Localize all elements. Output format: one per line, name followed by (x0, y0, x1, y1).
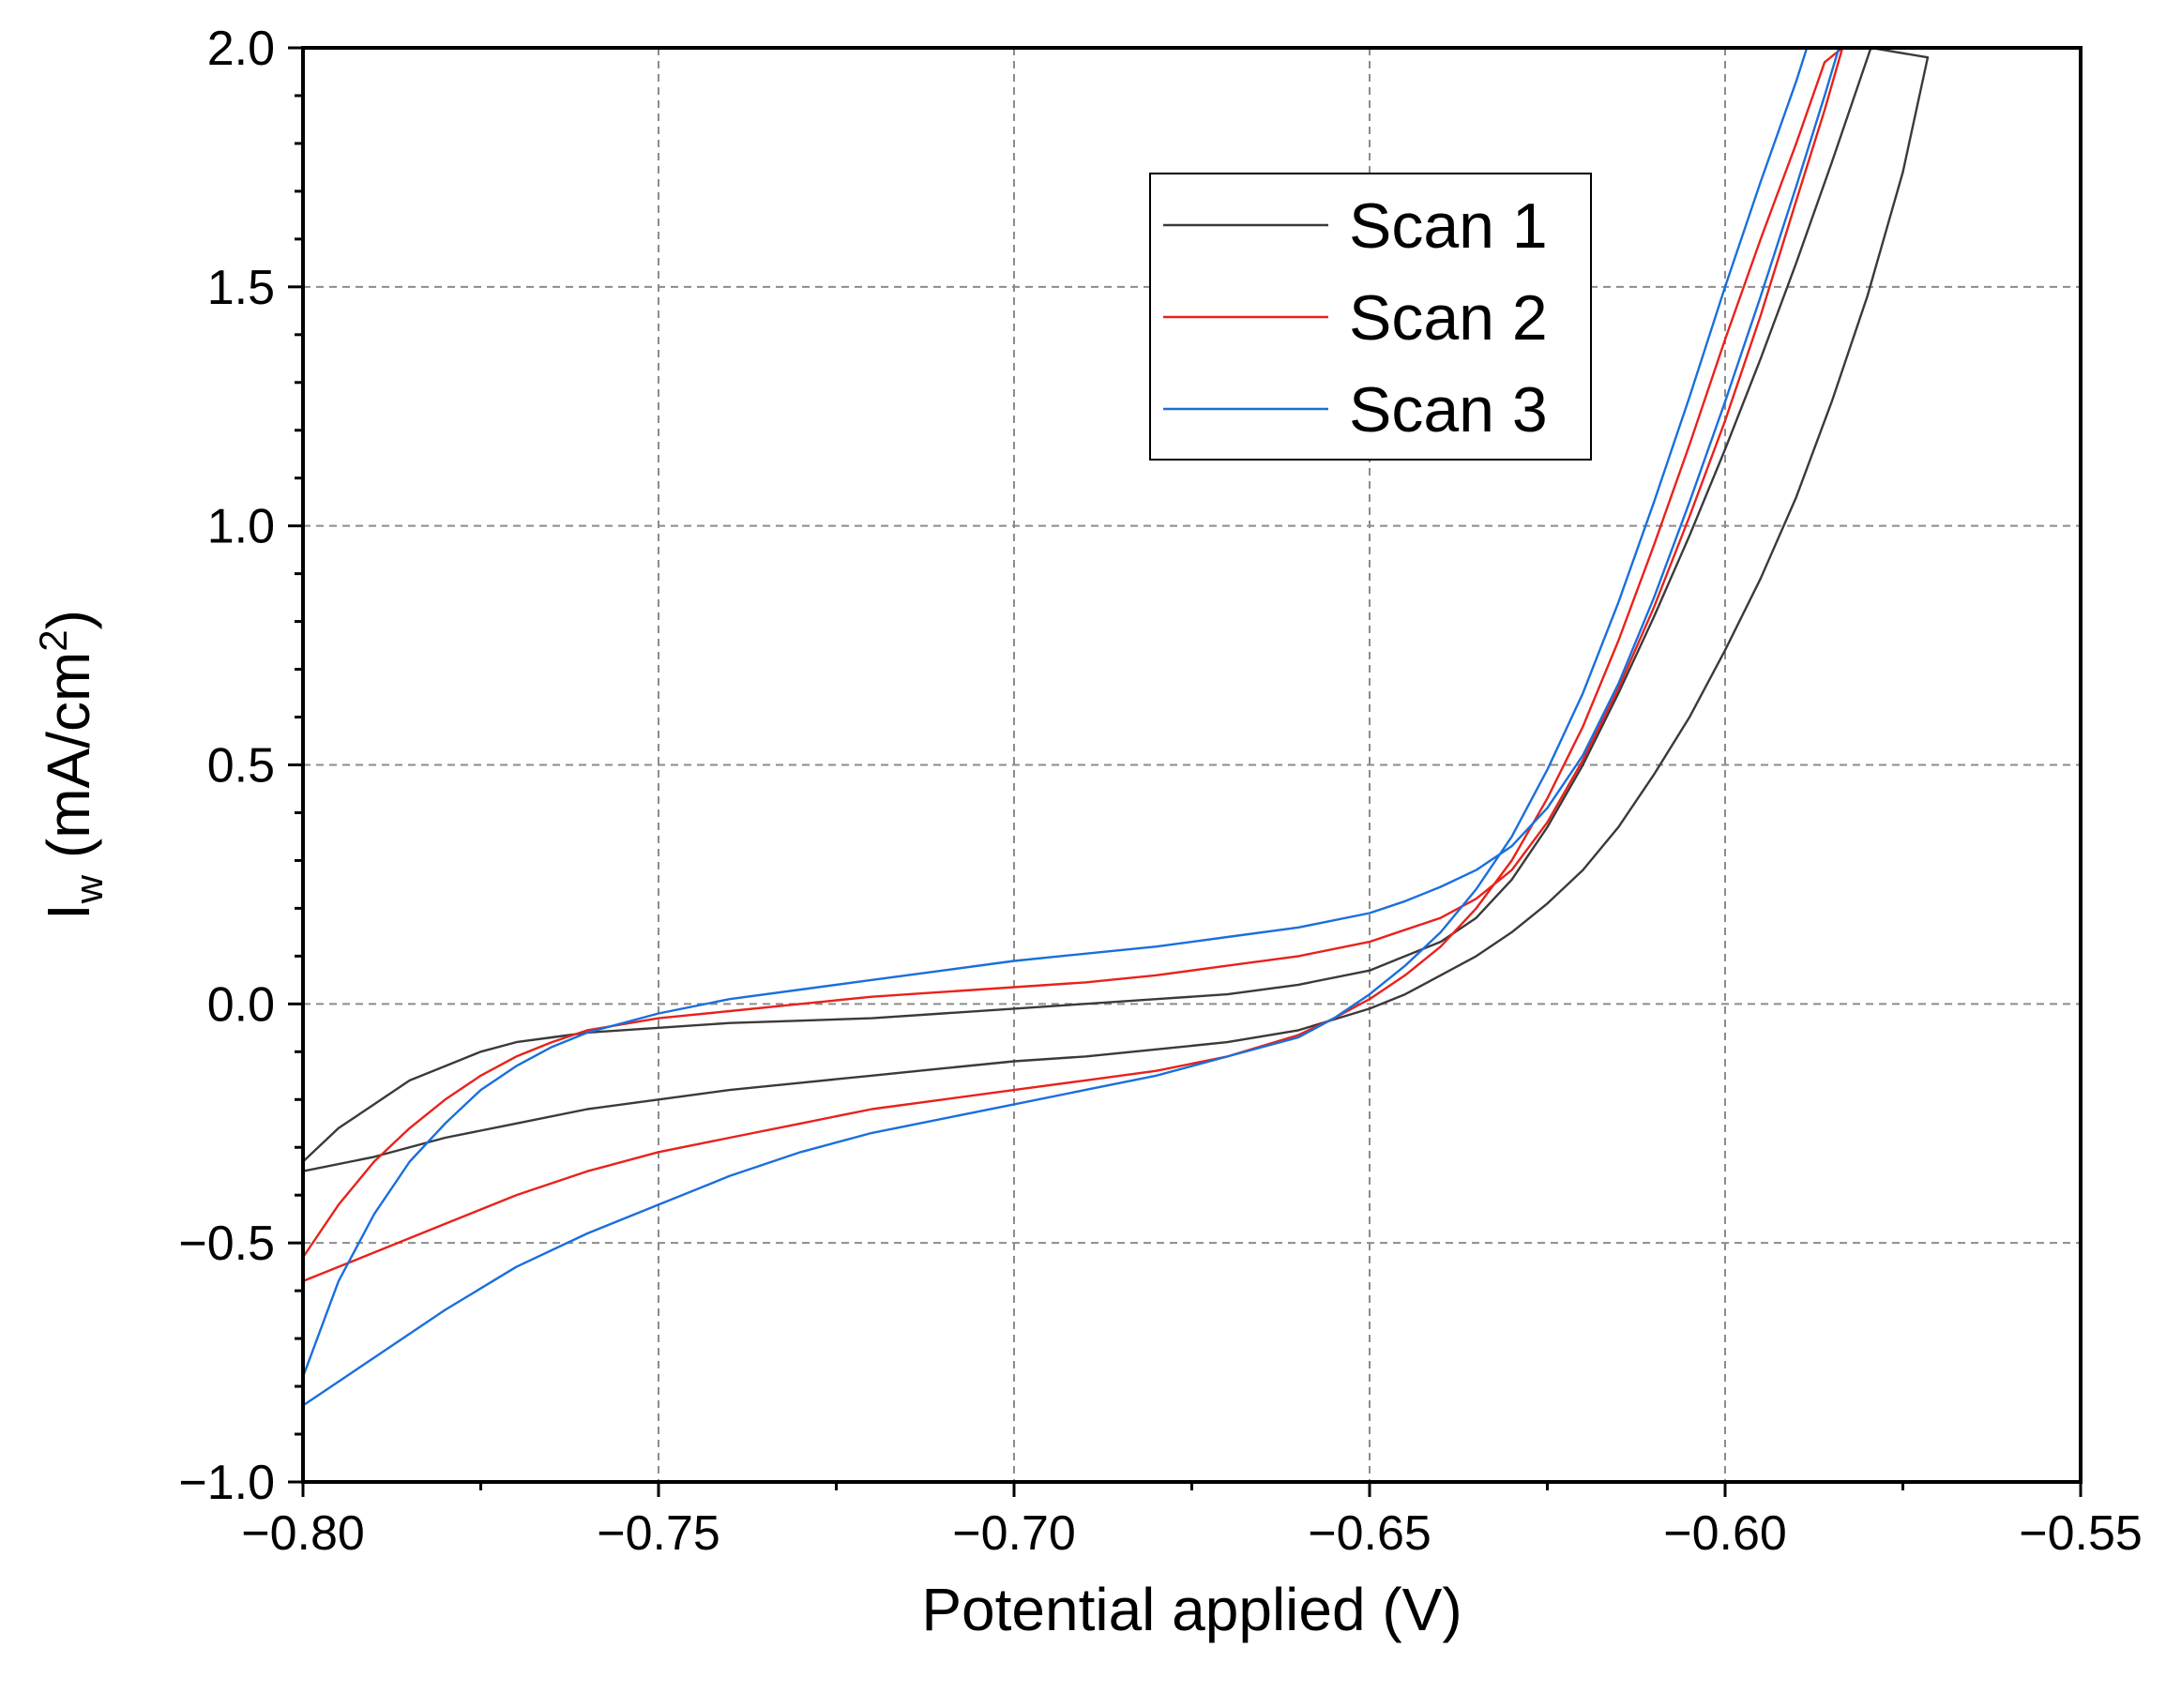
y-axis-title-main: I (35, 903, 102, 920)
axis-ticks (288, 46, 2083, 1497)
series-line-scan-1 (301, 46, 1930, 1172)
legend: Scan 1 Scan 2 Scan 3 (1149, 173, 1592, 461)
x-tick-label: −0.65 (1308, 1506, 1431, 1561)
y-tick-label: 0.0 (207, 977, 275, 1032)
y-axis-title: Iw (mA/cm2) (31, 610, 111, 920)
x-tick-labels: −0.80 −0.75 −0.70 −0.65 −0.60 −0.55 (241, 1506, 2143, 1561)
y-tick-label: 0.5 (207, 739, 275, 794)
y-tick-label: 1.5 (207, 261, 275, 315)
y-axis-title-close: ) (35, 610, 102, 629)
x-tick-label: −0.75 (597, 1506, 720, 1561)
y-tick-label: −0.5 (178, 1217, 275, 1271)
y-tick-labels: −1.0 −0.5 0.0 0.5 1.0 1.5 2.0 (178, 22, 275, 1510)
x-tick-label: −0.80 (241, 1506, 365, 1561)
x-tick-label: −0.60 (1663, 1506, 1787, 1561)
x-axis-title: Potential applied (V) (921, 1576, 1462, 1643)
legend-label: Scan 1 (1349, 190, 1548, 262)
legend-label: Scan 2 (1349, 282, 1548, 354)
y-axis-title-sub: w (67, 874, 111, 904)
y-tick-label: 2.0 (207, 22, 275, 76)
x-tick-label: −0.55 (2019, 1506, 2143, 1561)
series-line-scan-3 (301, 46, 1840, 1407)
y-tick-label: −1.0 (178, 1456, 275, 1510)
legend-label: Scan 3 (1349, 374, 1548, 446)
series-line-scan-2 (301, 46, 1844, 1283)
y-axis-title-rest: (mA/cm (35, 652, 102, 875)
y-axis-title-sup: 2 (31, 629, 75, 651)
legend-items: Scan 1 Scan 2 Scan 3 (1163, 190, 1548, 446)
series-layer (301, 46, 1930, 1407)
x-tick-label: −0.70 (952, 1506, 1076, 1561)
y-tick-label: 1.0 (207, 500, 275, 554)
